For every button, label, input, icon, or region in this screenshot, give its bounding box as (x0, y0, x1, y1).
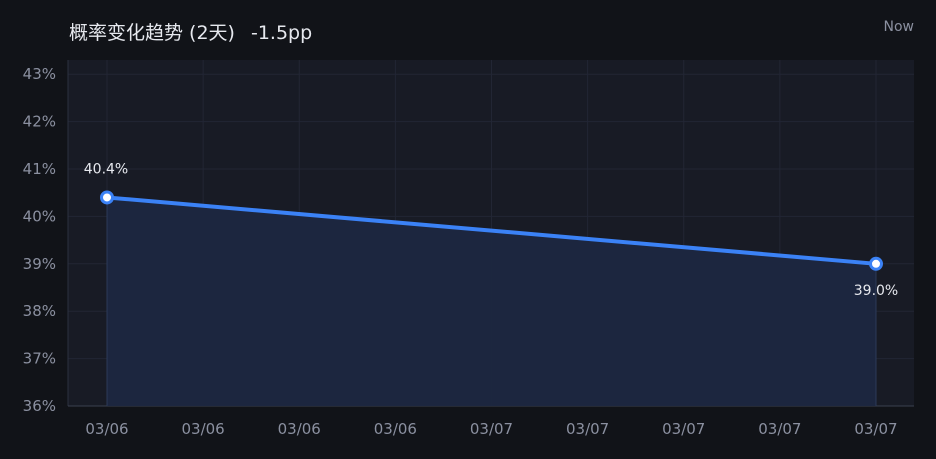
x-tick-label: 03/06 (182, 420, 225, 438)
x-tick-label: 03/07 (470, 420, 513, 438)
x-tick-label: 03/06 (278, 420, 321, 438)
data-point (869, 256, 883, 271)
chart-title: 概率变化趋势 (2天) -1.5pp (69, 18, 312, 45)
y-tick-label: 36% (23, 397, 56, 415)
series-line (105, 195, 878, 266)
x-tick-label: 03/06 (374, 420, 417, 438)
y-tick-label: 40% (23, 207, 56, 225)
data-point (100, 190, 114, 205)
change-delta: -1.5pp (250, 22, 313, 44)
series-area (107, 197, 876, 406)
x-tick-label: 03/07 (758, 420, 801, 438)
x-tick-label: 03/07 (854, 420, 897, 438)
y-tick-label: 38% (23, 302, 56, 320)
y-tick-label: 43% (23, 65, 56, 83)
y-tick-label: 42% (23, 113, 56, 131)
now-label: Now (883, 19, 915, 35)
x-tick-label: 03/07 (662, 420, 705, 438)
y-tick-label: 37% (23, 350, 56, 368)
data-label: 40.4% (84, 161, 128, 177)
x-tick-label: 03/06 (85, 420, 128, 438)
x-tick-label: 03/07 (566, 420, 609, 438)
y-tick-label: 39% (23, 255, 56, 273)
y-tick-label: 41% (23, 160, 56, 178)
chart-title-text: 概率变化趋势 (2天) (69, 22, 235, 44)
data-label: 39.0% (854, 283, 898, 299)
